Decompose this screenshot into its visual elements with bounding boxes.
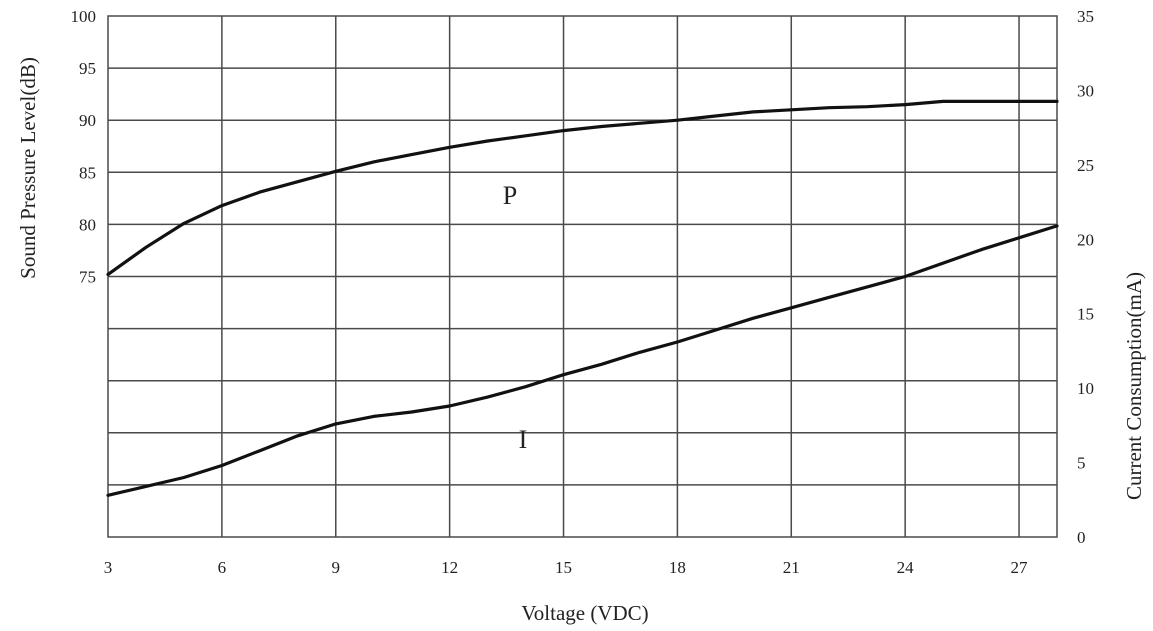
grid [107,15,1058,538]
x-tick-label: 21 [783,558,800,577]
y-right-tick-label: 30 [1077,81,1094,100]
y-left-tick-label: 75 [79,268,96,287]
x-tick-label: 9 [332,558,341,577]
y-right-tick-label: 20 [1077,230,1094,249]
y-left-tick-label: 100 [71,7,97,26]
x-tick-label: 3 [104,558,113,577]
x-tick-label: 6 [218,558,227,577]
x-axis-title: Voltage (VDC) [521,601,648,625]
y-right-tick-label: 25 [1077,156,1094,175]
y-right-tick-label: 15 [1077,305,1094,324]
series-label-i: I [519,425,528,454]
series-label-p: P [503,181,517,210]
series-lines [106,99,1059,497]
x-tick-label: 12 [441,558,458,577]
series-line-p [106,99,1059,276]
y-right-tick-label: 5 [1077,454,1086,473]
y-right-tick-label: 35 [1077,7,1094,26]
series-line-i [106,224,1059,497]
y-left-tick-label: 80 [79,215,96,234]
x-tick-label: 18 [669,558,686,577]
tick-labels: 3 6 9 12 15 18 21 24 27 75 80 85 90 95 100 0 5 10 15 20 25 30… [71,7,1095,577]
x-tick-label: 15 [555,558,572,577]
y-left-tick-label: 85 [79,163,96,182]
y-left-tick-label: 90 [79,111,96,130]
y-axis-left-title: Sound Pressure Level(dB) [16,57,40,279]
y-right-tick-label: 0 [1077,528,1086,547]
y-left-tick-label: 95 [79,59,96,78]
x-tick-label: 24 [897,558,915,577]
y-right-tick-label: 10 [1077,379,1094,398]
y-axis-right-title: Current Consumption(mA) [1122,272,1146,500]
x-tick-label: 27 [1011,558,1029,577]
